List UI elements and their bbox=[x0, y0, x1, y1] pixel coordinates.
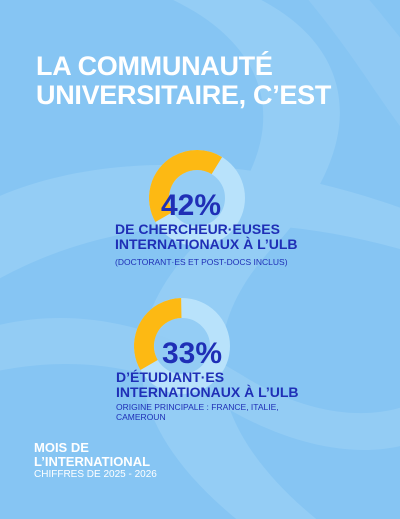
researchers-donut-chart bbox=[149, 150, 245, 246]
footer-line-3: CHIFFRES DE 2025 - 2026 bbox=[34, 469, 157, 480]
students-donut-chart bbox=[134, 298, 230, 394]
students-stat: 33% D’ÉTUDIANT·ES INTERNATIONAUX À L’ULB… bbox=[116, 337, 299, 423]
students-note-line-2: CAMEROUN bbox=[116, 412, 166, 422]
footer: MOIS DE L’INTERNATIONAL CHIFFRES DE 2025… bbox=[34, 441, 157, 481]
researchers-label-line-2: INTERNATIONAUX À L’ULB bbox=[115, 236, 298, 252]
donut-ring-share bbox=[149, 150, 245, 246]
title-line-1: LA COMMUNAUTÉ bbox=[36, 51, 273, 81]
researchers-stat: 42% DE CHERCHEUR·EUSES INTERNATIONAUX À … bbox=[115, 189, 298, 268]
researchers-note: (DOCTORANT·ES ET POST-DOCS INCLUS) bbox=[115, 257, 288, 267]
donut-ring-share bbox=[134, 298, 230, 394]
students-note-line-1: ORIGINE PRINCIPALE : FRANCE, ITALIE, bbox=[116, 402, 279, 412]
students-label-line-2: INTERNATIONAUX À L’ULB bbox=[116, 384, 299, 400]
footer-line-2: L’INTERNATIONAL bbox=[34, 454, 151, 469]
researchers-percentage: 42% bbox=[161, 189, 222, 222]
researchers-label-line-1: DE CHERCHEUR·EUSES bbox=[115, 221, 280, 237]
students-label-line-1: D’ÉTUDIANT·ES bbox=[116, 369, 225, 385]
footer-line-1: MOIS DE bbox=[34, 440, 89, 455]
students-percentage: 33% bbox=[162, 337, 223, 370]
title-line-2: UNIVERSITAIRE, C’EST bbox=[36, 80, 332, 110]
page-title: LA COMMUNAUTÉ UNIVERSITAIRE, C’EST bbox=[36, 52, 376, 110]
